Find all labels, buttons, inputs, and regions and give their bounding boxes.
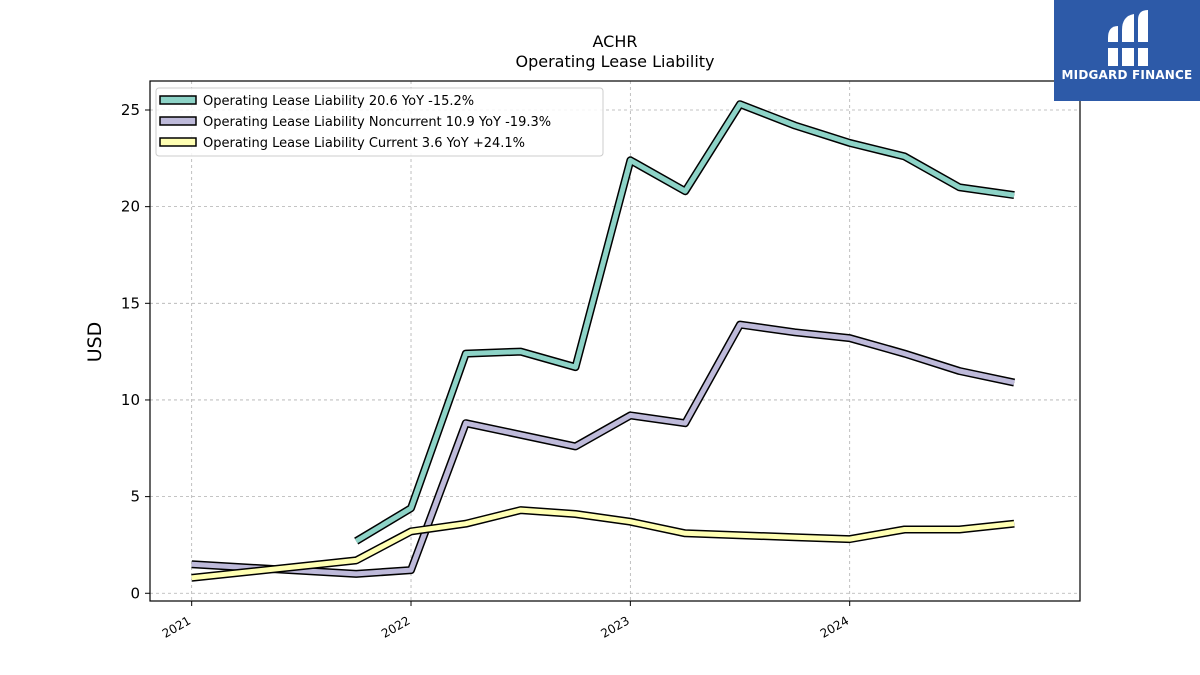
chart-subtitle: Operating Lease Liability [515,52,714,71]
y-tick-label: 0 [130,584,140,602]
y-tick-label: 15 [121,294,140,312]
series-line-1 [354,100,1015,545]
legend-swatch [159,116,197,126]
grid-lines [150,81,1080,601]
series-outline [354,100,1015,545]
series-stroke [354,101,1015,544]
y-tick-label: 10 [121,391,140,409]
x-tick-label: 2024 [818,613,851,640]
series-layer [191,100,1016,582]
legend-box [155,87,604,157]
x-tick-label: 2022 [379,613,412,640]
legend-entry: Operating Lease Liability Noncurrent 10.… [203,115,551,130]
legend-entry: Operating Lease Liability 20.6 YoY -15.2… [203,94,474,109]
series-line-2 [191,320,1016,578]
logo-text: MIDGARD FINANCE [1061,68,1193,82]
legend-entry: Operating Lease Liability Current 3.6 Yo… [203,136,525,151]
y-tick-label: 5 [130,488,140,506]
series-stroke [191,322,1015,577]
chart-title: ACHR [593,32,638,51]
series-stroke [191,507,1015,581]
series-line-3 [191,506,1015,582]
legend: Operating Lease Liability 20.6 YoY -15.2… [155,87,604,157]
y-tick-label: 20 [121,198,140,216]
legend-swatch [159,95,197,105]
midgard-finance-logo: MIDGARD FINANCE [1054,0,1200,101]
x-tick-label: 2023 [598,613,631,640]
logo-mark-icon [1104,10,1150,66]
y-axis-label: USD [84,322,106,363]
x-tick-label: 2021 [160,613,193,640]
y-tick-label: 25 [121,101,140,119]
axes: 0 5 10 15 20 25 2021 2022 2023 2024 [121,101,851,641]
plot-frame [149,80,1081,602]
series-outline [191,320,1016,578]
legend-swatch [159,137,197,147]
